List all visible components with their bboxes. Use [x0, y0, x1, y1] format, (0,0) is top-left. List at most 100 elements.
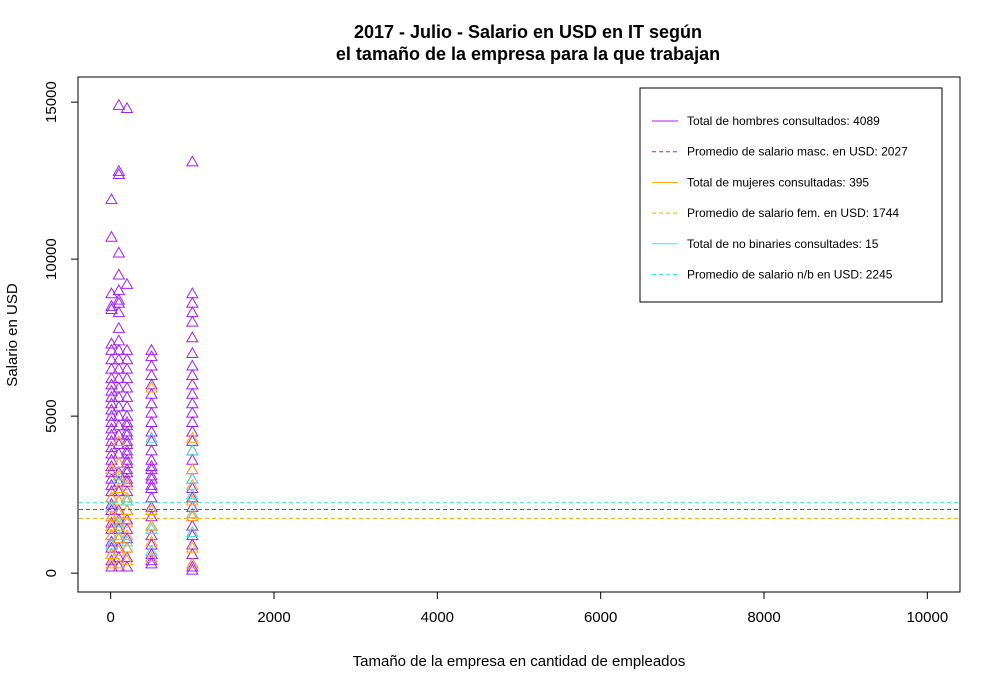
point-hombres [185, 406, 199, 418]
point-no_binaries [112, 516, 126, 528]
point-hombres [120, 444, 134, 456]
legend: Total de hombres consultados: 4089 Promed… [639, 87, 943, 303]
point-hombres [112, 306, 126, 318]
point-hombres [145, 368, 158, 380]
point-hombres [105, 192, 118, 205]
point-hombres [120, 400, 134, 412]
point-hombres [120, 343, 134, 355]
point-no_binaries [185, 525, 199, 537]
point-mujeres [112, 469, 126, 481]
x-tick-label: 8000 [747, 609, 780, 626]
point-no_binaries [112, 472, 126, 484]
plot-frame [77, 76, 961, 593]
point-no_binaries [185, 444, 199, 456]
point-mujeres [185, 557, 199, 569]
point-mujeres [120, 516, 134, 528]
legend-entry: Total de hombres consultados: 4089 [687, 114, 880, 128]
point-hombres [105, 447, 118, 459]
point-hombres [112, 343, 126, 355]
point-hombres [145, 528, 158, 541]
point-hombres [145, 349, 158, 362]
point-mujeres [112, 544, 126, 556]
point-mujeres [145, 519, 158, 531]
point-hombres [112, 353, 126, 365]
point-hombres [112, 390, 126, 402]
legend-entry: Promedio de salario fem. en USD: 1744 [687, 206, 899, 220]
point-hombres [105, 230, 118, 242]
point-hombres [112, 284, 126, 296]
point-hombres [145, 500, 158, 512]
x-tick-label: 4000 [421, 609, 454, 626]
point-hombres [185, 315, 199, 327]
point-hombres [105, 287, 118, 299]
point-hombres [185, 510, 199, 522]
point-hombres [112, 321, 126, 333]
point-mujeres [105, 519, 118, 531]
point-mujeres [120, 491, 134, 503]
point-no_binaries [112, 528, 126, 541]
point-hombres [185, 519, 199, 531]
chart-title-line2: el tamaño de la empresa para la que trab… [336, 44, 720, 64]
point-hombres [145, 397, 158, 409]
point-hombres [145, 538, 158, 550]
point-hombres [145, 519, 158, 531]
point-hombres [120, 453, 134, 465]
point-no_binaries [120, 535, 134, 547]
point-mujeres [185, 463, 199, 475]
point-hombres [120, 419, 134, 431]
point-hombres [185, 397, 199, 409]
legend-entry: Promedio de salario masc. en USD: 2027 [687, 145, 908, 159]
point-hombres [145, 425, 158, 437]
point-hombres [145, 481, 158, 493]
point-hombres [185, 425, 199, 437]
point-hombres [185, 563, 199, 575]
y-tick-label: 5000 [43, 399, 60, 432]
y-tick-label: 10000 [43, 238, 60, 280]
point-mujeres [112, 494, 126, 506]
data-points [105, 98, 199, 575]
point-mujeres [120, 541, 134, 553]
point-hombres [185, 463, 199, 475]
point-hombres [185, 346, 199, 358]
x-axis-label: Tamaño de la empresa en cantidad de empl… [353, 653, 686, 670]
point-no_binaries [145, 522, 158, 534]
point-hombres [185, 434, 199, 446]
point-hombres [105, 434, 118, 446]
point-hombres [105, 302, 118, 315]
point-hombres [120, 428, 134, 440]
point-hombres [112, 334, 126, 346]
point-hombres [145, 434, 158, 446]
legend-box [639, 87, 943, 303]
point-hombres [112, 419, 126, 431]
point-hombres [120, 101, 134, 114]
point-hombres [112, 409, 126, 421]
point-hombres [112, 362, 126, 374]
point-mujeres [120, 554, 134, 566]
x-tick-label: 6000 [584, 609, 617, 626]
point-hombres [105, 299, 118, 311]
point-hombres [105, 353, 118, 365]
point-hombres [145, 453, 158, 465]
point-hombres [120, 456, 134, 468]
point-hombres [112, 371, 126, 384]
point-hombres [112, 437, 126, 450]
point-mujeres [185, 510, 199, 522]
point-hombres [112, 400, 126, 412]
point-hombres [145, 378, 158, 390]
point-hombres [185, 538, 199, 550]
x-axis: 0 2000 4000 6000 8000 10000 [106, 592, 948, 626]
point-hombres [120, 425, 134, 437]
chart-title-line1: 2017 - Julio - Salario en USD en IT segú… [354, 22, 702, 42]
y-tick-label: 0 [43, 569, 60, 577]
point-hombres [112, 98, 126, 110]
point-no_binaries [105, 500, 118, 512]
point-hombres [120, 415, 134, 428]
point-hombres [120, 475, 134, 487]
point-hombres [112, 475, 126, 487]
x-tick-label: 2000 [257, 609, 290, 626]
point-mujeres [145, 550, 158, 563]
point-mujeres [185, 494, 199, 506]
point-hombres [145, 415, 158, 428]
point-hombres [145, 554, 158, 566]
point-hombres [145, 472, 158, 484]
